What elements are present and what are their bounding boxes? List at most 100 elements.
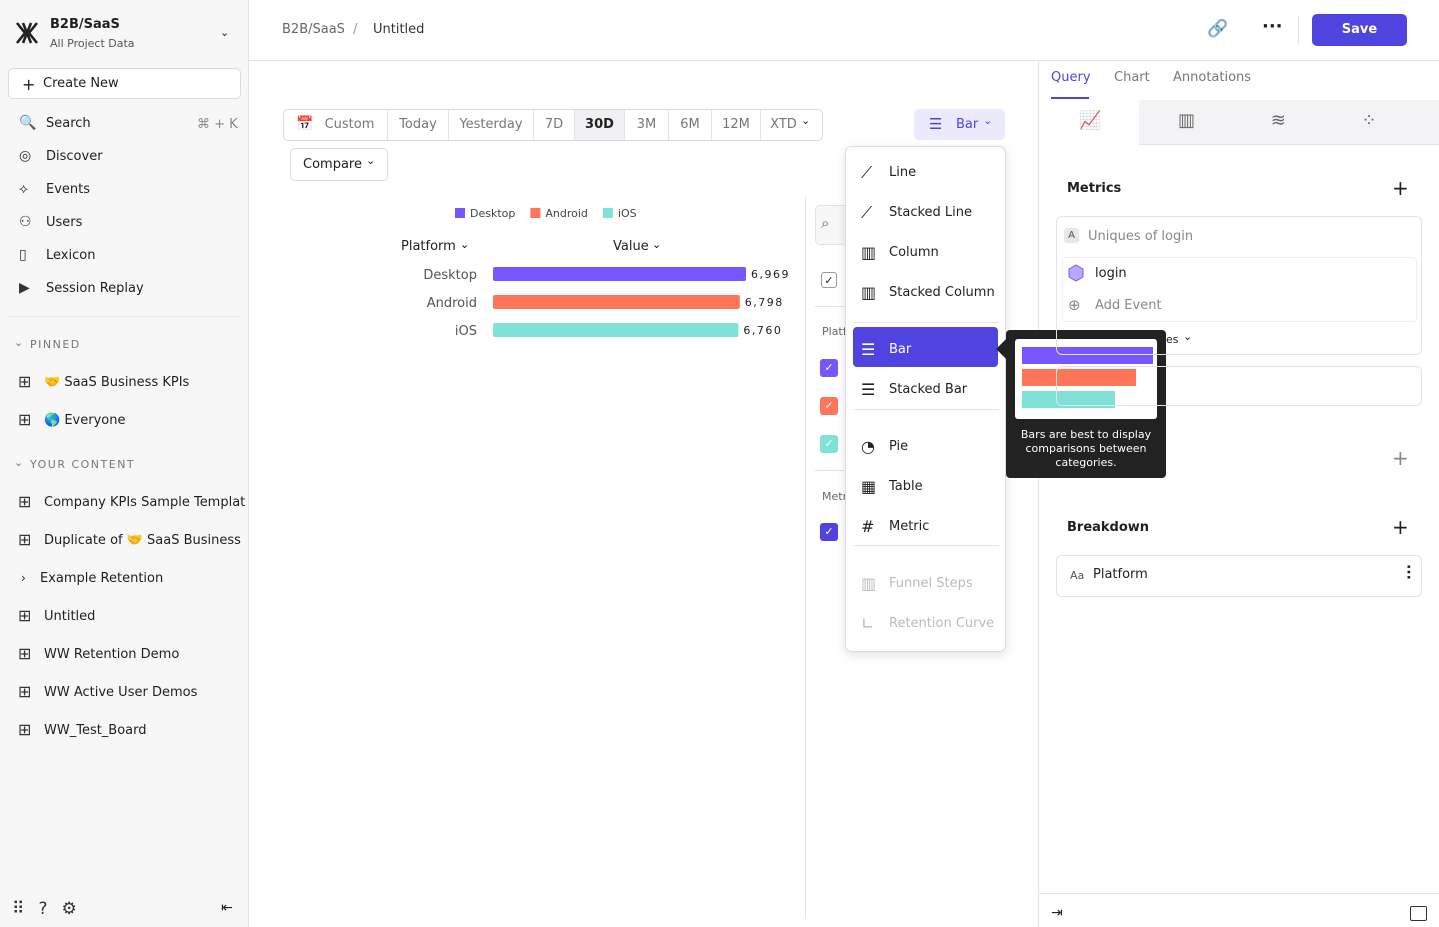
- date-option[interactable]: 30D: [574, 110, 624, 140]
- menu-icon: ⟋: [861, 163, 873, 182]
- nav-icon: ⟡: [19, 181, 29, 197]
- nav-item[interactable]: Search: [46, 116, 91, 131]
- date-option[interactable]: Custom: [324, 117, 375, 132]
- checkbox[interactable]: ✓: [820, 359, 838, 377]
- content-item[interactable]: Company KPIs Sample Templat: [44, 495, 246, 510]
- chevron: ⌄: [1183, 330, 1193, 343]
- divider: [815, 470, 845, 471]
- menu-icon: ⟋: [861, 203, 873, 222]
- menu-item[interactable]: Table: [889, 479, 923, 494]
- preview-bar: [1022, 391, 1116, 408]
- content-item[interactable]: WW Retention Demo: [44, 647, 180, 662]
- create-new-label[interactable]: Create New: [43, 76, 119, 91]
- chart-type-button[interactable]: [914, 109, 1005, 140]
- nav-item[interactable]: Discover: [46, 149, 103, 164]
- partial-label: es: [1166, 333, 1179, 346]
- menu-item[interactable]: Stacked Line: [889, 205, 973, 220]
- view-tab-icon[interactable]: 📈: [1079, 110, 1102, 131]
- menu-item[interactable]: Bar: [889, 342, 912, 357]
- nav-item[interactable]: Lexicon: [46, 248, 96, 263]
- add-button[interactable]: +: [1392, 176, 1409, 200]
- event-name[interactable]: login: [1095, 266, 1127, 281]
- menu-icon: ▥: [861, 283, 877, 302]
- nav-item[interactable]: Users: [46, 215, 83, 230]
- collapse-icon[interactable]: ⇤: [221, 900, 233, 916]
- breakdown-property[interactable]: Platform: [1093, 567, 1148, 582]
- project-name[interactable]: B2B/SaaS: [50, 17, 120, 32]
- date-option[interactable]: 6M: [668, 110, 711, 140]
- add-event[interactable]: Add Event: [1095, 298, 1162, 313]
- content-item[interactable]: WW Active User Demos: [44, 685, 198, 700]
- chevron[interactable]: ⌄: [14, 336, 24, 349]
- view-tab-icons[interactable]: ▥ ≋ ⁘: [1178, 110, 1377, 131]
- category-label: iOS: [455, 324, 477, 339]
- menu-highlight: [853, 327, 998, 367]
- chevron: ⌄: [460, 238, 469, 251]
- bar: [493, 323, 739, 337]
- content-item[interactable]: Example Retention: [40, 571, 164, 586]
- checkbox[interactable]: ✓: [820, 523, 838, 541]
- menu-item[interactable]: Pie: [889, 439, 909, 454]
- content-item[interactable]: Duplicate of 🤝 SaaS Business: [44, 533, 241, 548]
- legend-swatch: [530, 208, 541, 218]
- bar-icon: ☰: [929, 115, 943, 133]
- compare-button[interactable]: [290, 148, 388, 181]
- menu-item[interactable]: Column: [889, 245, 939, 260]
- menu-item[interactable]: Line: [889, 165, 917, 180]
- nav-item[interactable]: Session Replay: [46, 281, 144, 296]
- create-new-button[interactable]: [8, 68, 241, 99]
- link-icon[interactable]: 🔗: [1207, 19, 1229, 39]
- date-option[interactable]: XTD: [760, 110, 824, 140]
- shortcut: ⌘ + K: [197, 117, 238, 132]
- metric-name[interactable]: Uniques of login: [1088, 229, 1194, 244]
- date-option[interactable]: Yesterday: [448, 110, 533, 140]
- more-icon[interactable]: ···: [1400, 564, 1416, 580]
- checkbox[interactable]: ✓: [820, 435, 838, 453]
- breadcrumb[interactable]: B2B/SaaS: [282, 22, 345, 37]
- board-icon: ⊞: [18, 644, 32, 663]
- tab[interactable]: Annotations: [1173, 70, 1252, 85]
- menu-item[interactable]: Stacked Column: [889, 285, 995, 300]
- content-item[interactable]: WW_Test_Board: [44, 723, 147, 738]
- compare-label[interactable]: Compare: [303, 157, 362, 172]
- filter-card[interactable]: [1056, 366, 1422, 406]
- checkbox[interactable]: ✓: [820, 397, 838, 415]
- tab[interactable]: Chart: [1114, 70, 1150, 85]
- board-icon: ⊞: [18, 492, 32, 511]
- save-button[interactable]: Save: [1312, 14, 1407, 46]
- menu-item[interactable]: Metric: [889, 519, 930, 534]
- chart-type-label[interactable]: Bar: [956, 117, 979, 132]
- column-header: Value: [613, 239, 649, 254]
- breadcrumb[interactable]: Untitled: [373, 22, 425, 37]
- pinned-item[interactable]: 🌎 Everyone: [44, 413, 126, 428]
- collapse-icon[interactable]: ⇥: [1051, 905, 1063, 921]
- nav-item[interactable]: Events: [46, 182, 91, 197]
- footer-divider: [1039, 893, 1439, 894]
- panel-divider: [805, 197, 806, 918]
- date-option[interactable]: 3M: [624, 110, 668, 140]
- chevron[interactable]: ⌄: [14, 456, 24, 469]
- calendar-icon: 📅: [296, 116, 314, 132]
- search-icon: ⌕: [821, 214, 830, 232]
- metric-card: [1056, 216, 1422, 355]
- menu-item: Funnel Steps: [889, 576, 973, 591]
- menu-item[interactable]: Stacked Bar: [889, 382, 968, 397]
- footer-icons[interactable]: ⠿?⚙: [12, 899, 91, 919]
- chevron[interactable]: ⌄: [220, 26, 230, 39]
- add-button[interactable]: +: [1392, 446, 1409, 470]
- date-option[interactable]: Today: [387, 110, 448, 140]
- panel-icon[interactable]: [1410, 906, 1427, 921]
- board-icon: ⊞: [18, 682, 32, 701]
- more-icon[interactable]: ···: [1262, 16, 1283, 37]
- content-item[interactable]: Untitled: [44, 609, 96, 624]
- pinned-item[interactable]: 🤝 SaaS Business KPIs: [44, 375, 190, 390]
- menu-icon: ▦: [861, 477, 877, 496]
- checkbox[interactable]: ✓: [821, 272, 837, 288]
- chart-type-menu: ⟋ Line ⟋ Stacked Line ▥ Column ▥ Stacked Column…: [845, 146, 1006, 652]
- date-option[interactable]: 7D: [533, 110, 574, 140]
- tab[interactable]: Query: [1051, 70, 1091, 85]
- date-option[interactable]: 12M: [711, 110, 760, 140]
- section-title: Metrics: [1067, 181, 1122, 196]
- add-button[interactable]: +: [1392, 515, 1409, 539]
